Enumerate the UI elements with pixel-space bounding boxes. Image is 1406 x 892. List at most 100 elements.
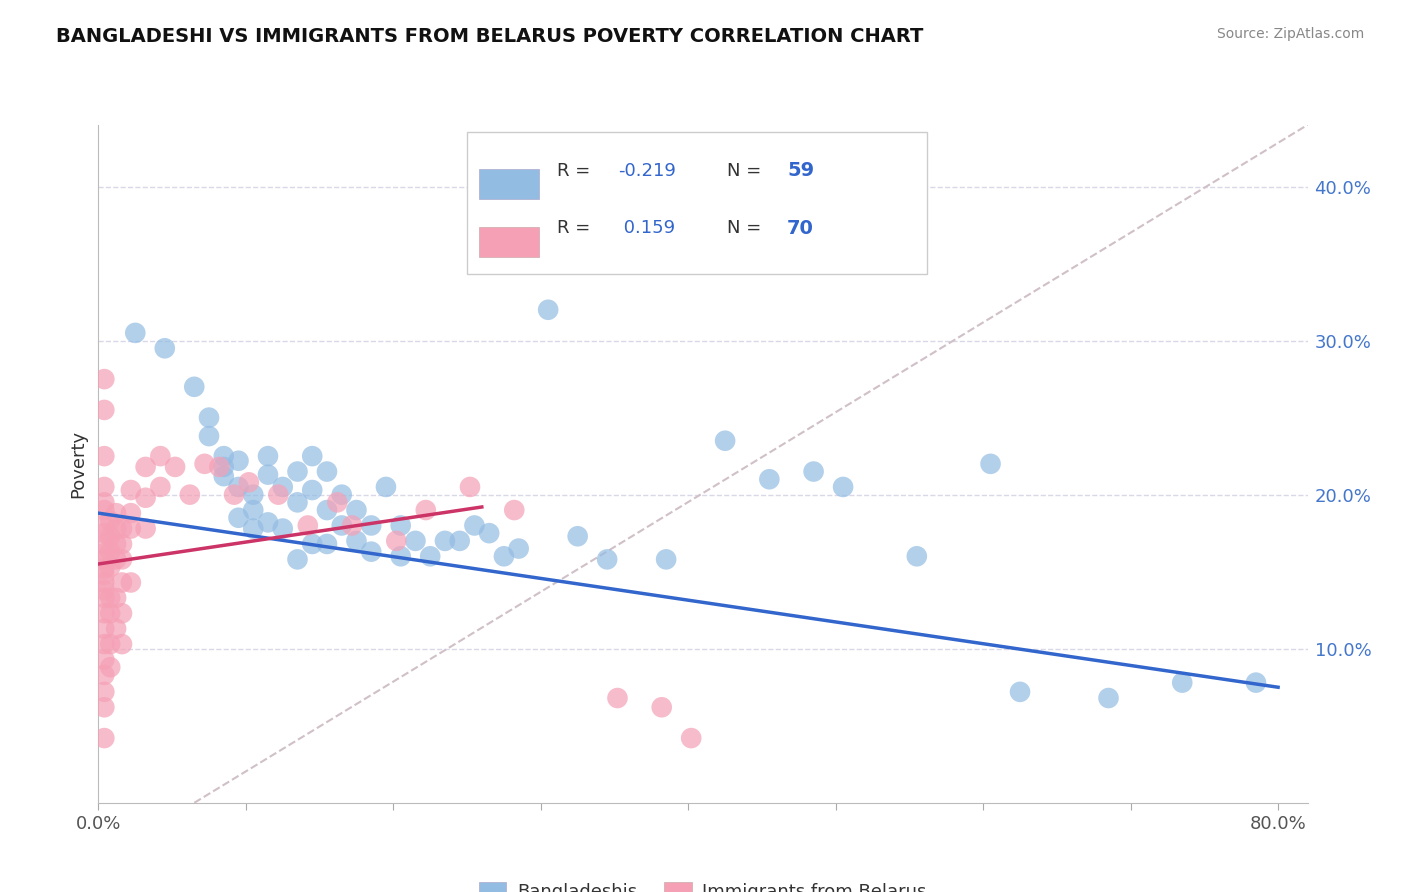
Point xyxy=(93,403,115,417)
Point xyxy=(330,518,353,533)
Point xyxy=(803,465,825,479)
Point xyxy=(330,488,353,502)
Point xyxy=(105,506,128,520)
Point xyxy=(228,454,250,468)
Point xyxy=(340,518,363,533)
Point xyxy=(98,637,121,651)
Point xyxy=(242,488,264,502)
Point xyxy=(98,544,121,558)
Point xyxy=(179,488,201,502)
Point xyxy=(135,522,157,536)
Point xyxy=(93,372,115,386)
Point xyxy=(346,503,368,517)
Point xyxy=(93,583,115,598)
Point xyxy=(287,552,309,566)
Point xyxy=(242,522,264,536)
Point xyxy=(120,506,142,520)
Point xyxy=(93,537,115,551)
Point xyxy=(93,495,115,509)
FancyBboxPatch shape xyxy=(479,169,538,200)
Point xyxy=(503,503,526,517)
Point xyxy=(297,518,319,533)
Point xyxy=(120,483,142,497)
Point xyxy=(257,516,280,530)
Point xyxy=(415,503,437,517)
Point xyxy=(93,668,115,682)
Text: R =: R = xyxy=(557,219,596,237)
Point xyxy=(153,341,176,355)
Point xyxy=(105,552,128,566)
Point xyxy=(389,518,412,533)
Point xyxy=(212,459,235,474)
Point xyxy=(463,518,485,533)
Point xyxy=(212,449,235,463)
Point xyxy=(194,457,217,471)
Point xyxy=(567,529,589,543)
Point xyxy=(93,575,115,590)
Point xyxy=(537,302,560,317)
Point xyxy=(93,591,115,605)
Text: N =: N = xyxy=(727,219,766,237)
Text: BANGLADESHI VS IMMIGRANTS FROM BELARUS POVERTY CORRELATION CHART: BANGLADESHI VS IMMIGRANTS FROM BELARUS P… xyxy=(56,27,924,45)
Point xyxy=(508,541,530,556)
Point xyxy=(135,491,157,505)
Point xyxy=(98,660,121,674)
Point xyxy=(287,465,309,479)
Point xyxy=(492,549,515,564)
Point xyxy=(449,533,471,548)
Point xyxy=(105,591,128,605)
Point xyxy=(98,529,121,543)
Point xyxy=(1171,675,1194,690)
Point xyxy=(375,480,398,494)
Point xyxy=(606,691,628,706)
Point xyxy=(271,480,294,494)
Point xyxy=(93,449,115,463)
Point xyxy=(93,567,115,582)
Point xyxy=(267,488,290,502)
Text: -0.219: -0.219 xyxy=(617,161,676,179)
Point xyxy=(212,469,235,483)
Point xyxy=(346,533,368,548)
Point xyxy=(681,731,703,745)
Point xyxy=(980,457,1002,471)
Point xyxy=(222,488,245,502)
Point xyxy=(98,514,121,528)
Point xyxy=(111,552,134,566)
Point xyxy=(135,459,157,474)
Point xyxy=(404,533,426,548)
Point xyxy=(301,483,323,497)
Point xyxy=(93,652,115,666)
Text: 59: 59 xyxy=(787,161,814,180)
Point xyxy=(326,495,349,509)
Point xyxy=(389,549,412,564)
Point xyxy=(93,526,115,541)
Point xyxy=(149,449,172,463)
Point xyxy=(1097,691,1119,706)
Point xyxy=(301,537,323,551)
Point xyxy=(111,522,134,536)
Point xyxy=(458,480,481,494)
Point xyxy=(98,560,121,574)
Legend: Bangladeshis, Immigrants from Belarus: Bangladeshis, Immigrants from Belarus xyxy=(470,873,936,892)
Point xyxy=(257,449,280,463)
Point xyxy=(242,503,264,517)
Point xyxy=(93,731,115,745)
Point xyxy=(98,591,121,605)
Point xyxy=(271,522,294,536)
Y-axis label: Poverty: Poverty xyxy=(69,430,87,498)
Point xyxy=(433,533,456,548)
Point xyxy=(596,552,619,566)
Point xyxy=(93,685,115,699)
Point xyxy=(1008,685,1031,699)
Point xyxy=(208,459,231,474)
Point xyxy=(655,552,678,566)
Point xyxy=(385,533,408,548)
Point xyxy=(93,546,115,560)
Point xyxy=(301,449,323,463)
Point xyxy=(165,459,187,474)
Text: 0.159: 0.159 xyxy=(617,219,675,237)
Point xyxy=(228,480,250,494)
Point xyxy=(105,622,128,636)
Point xyxy=(316,537,339,551)
Point xyxy=(287,495,309,509)
